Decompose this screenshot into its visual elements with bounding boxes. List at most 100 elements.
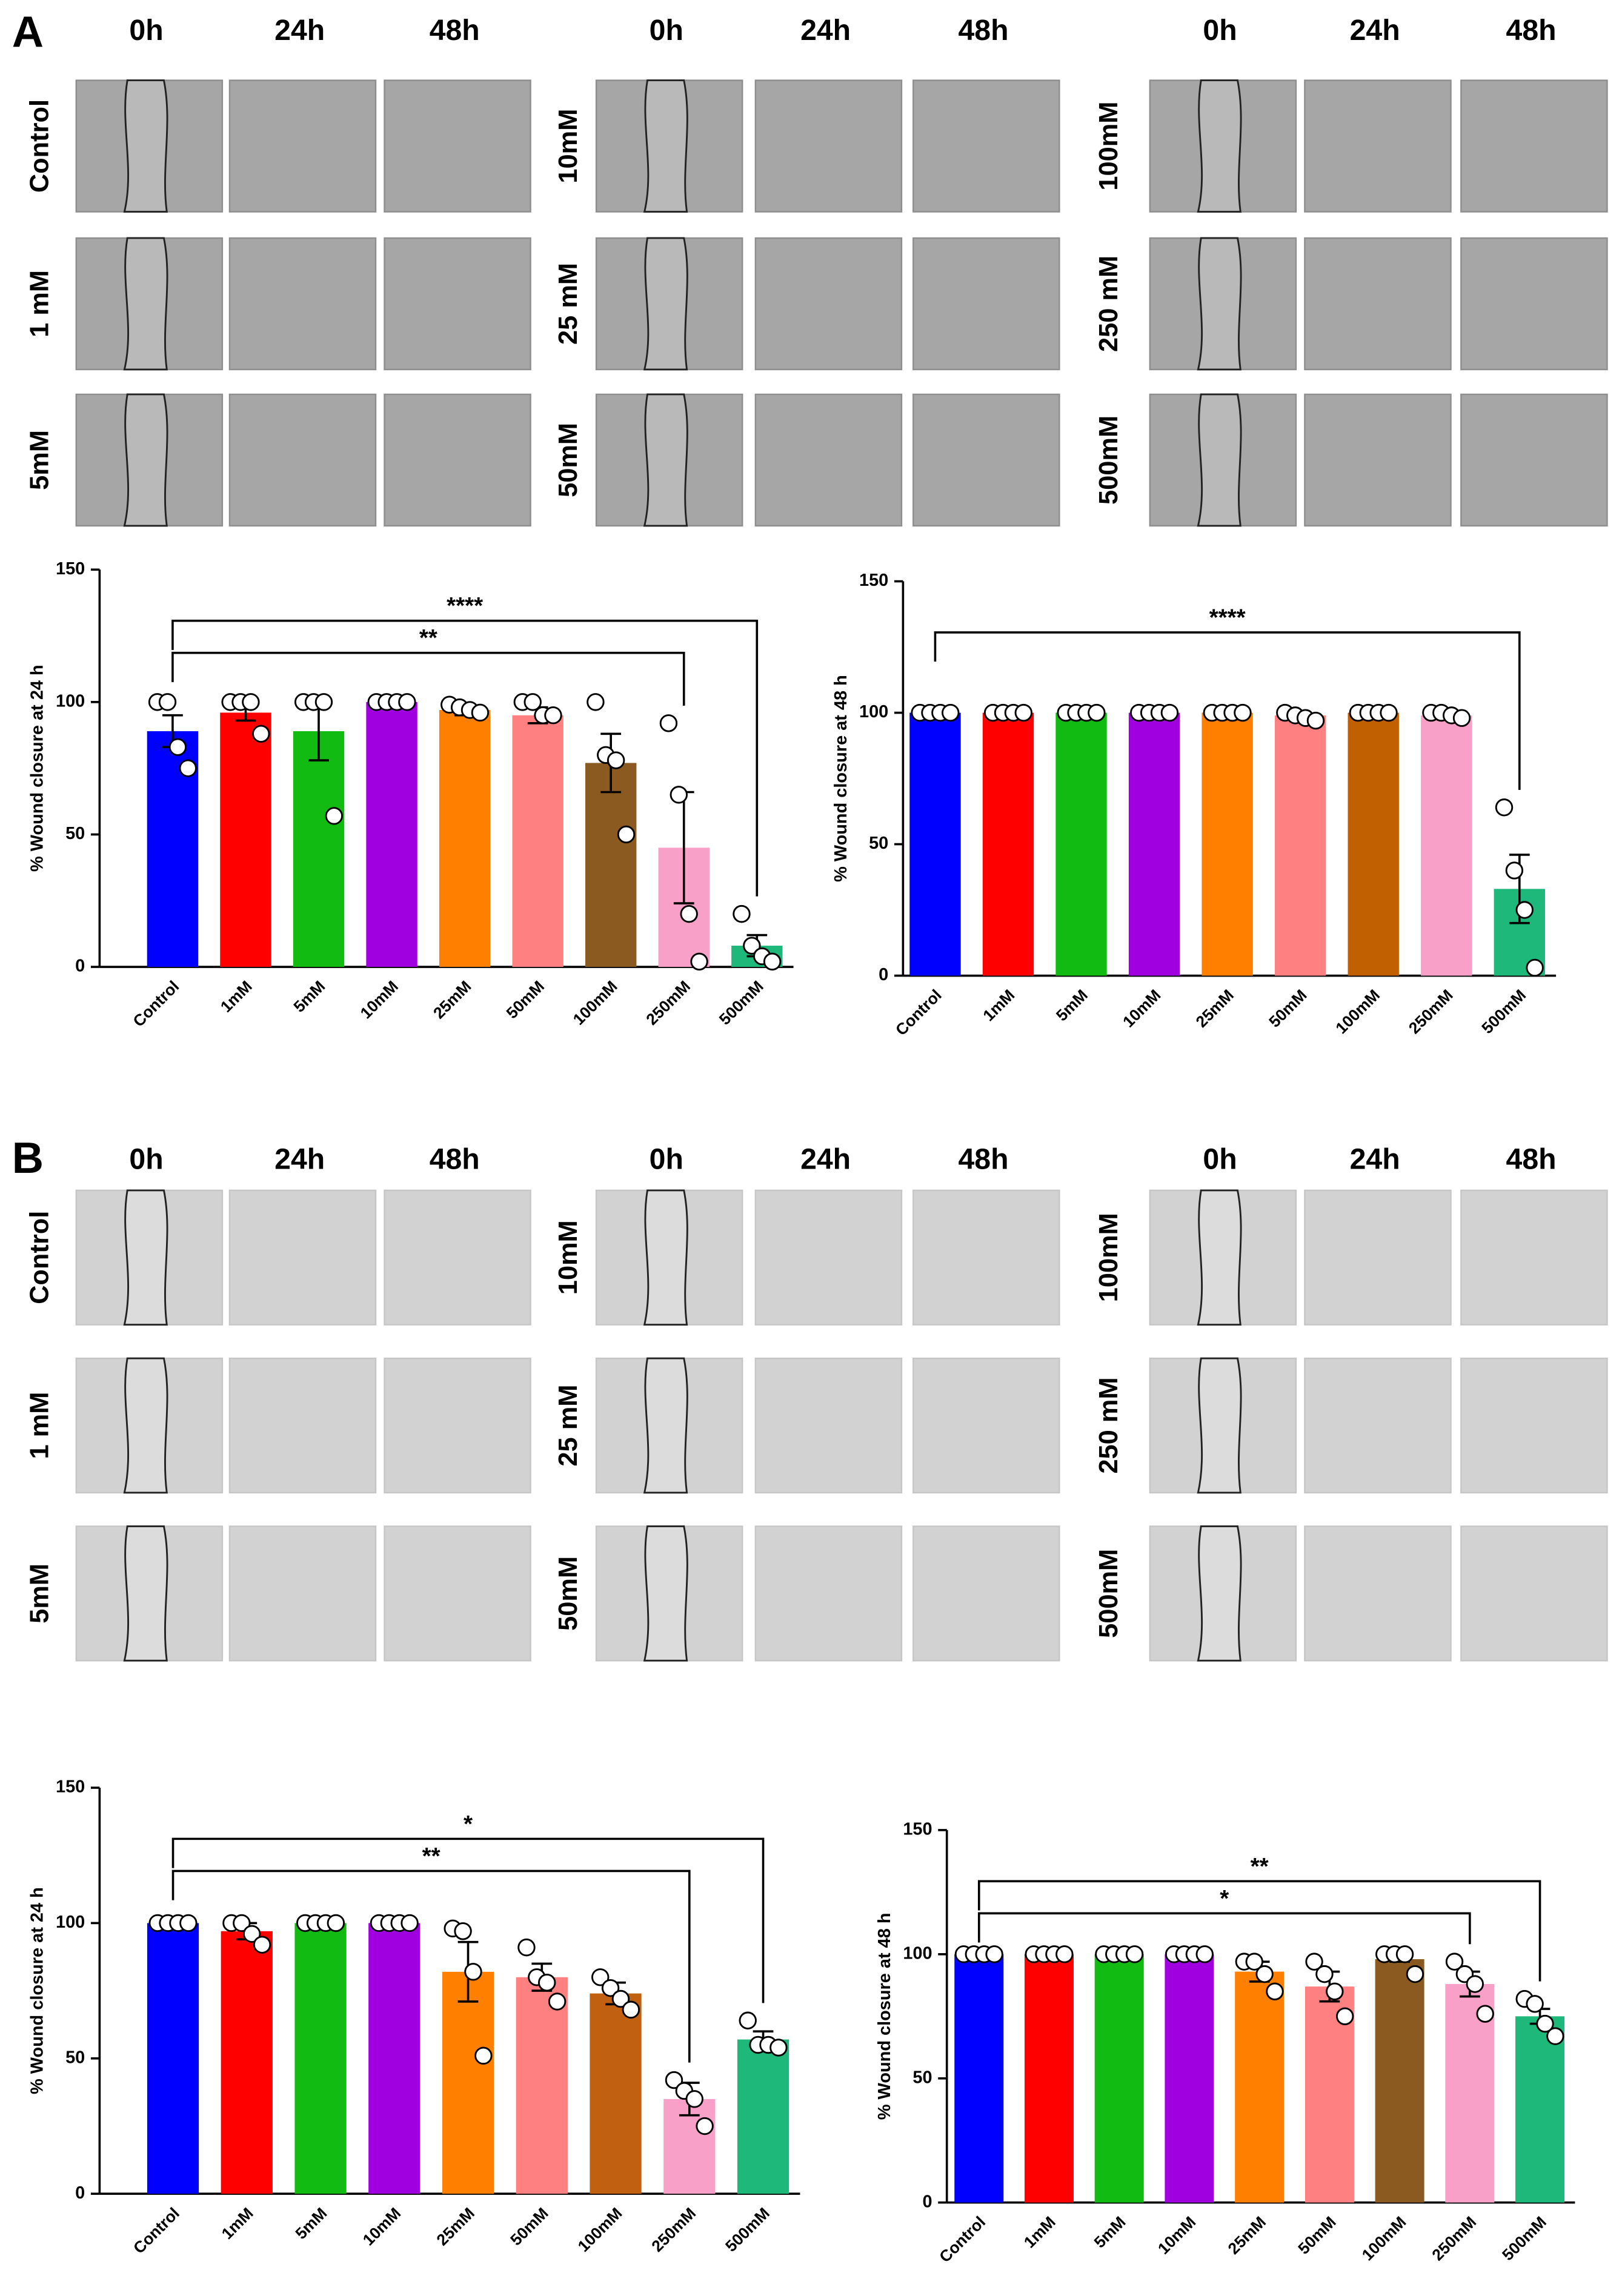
y-axis-label: % Wound closure at 24 h xyxy=(28,665,47,872)
row-label: 50mM xyxy=(554,1556,583,1631)
micrograph xyxy=(1460,393,1608,527)
micrograph xyxy=(228,1357,377,1494)
micrograph xyxy=(384,1357,531,1494)
micrograph xyxy=(1304,1525,1452,1662)
data-point xyxy=(1014,703,1032,722)
micrograph xyxy=(754,79,903,213)
bar-chart: 0 50 100 150 % Wound closure at 48 h Control 1… xyxy=(875,1820,1575,2266)
data-point xyxy=(670,786,688,804)
x-tick-label: 500mM xyxy=(1498,2213,1550,2264)
micrograph xyxy=(384,1525,531,1662)
x-tick-label: Control xyxy=(892,986,945,1039)
data-point xyxy=(1160,703,1179,722)
data-point xyxy=(769,2039,788,2057)
y-tick-label: 150 xyxy=(903,1820,932,1839)
row-label: 5mM xyxy=(25,430,54,490)
data-point xyxy=(1505,861,1524,880)
y-tick-label: 150 xyxy=(56,559,85,579)
bar xyxy=(1375,1959,1424,2203)
time-label: 48h xyxy=(430,1143,480,1175)
data-point xyxy=(538,1974,556,1992)
x-tick-label: 5mM xyxy=(292,2204,331,2243)
micrograph xyxy=(912,1189,1060,1326)
row-label: 25 mM xyxy=(554,263,583,345)
data-point xyxy=(179,759,197,777)
bar xyxy=(221,1931,273,2194)
time-label: 0h xyxy=(129,1143,163,1175)
data-point xyxy=(685,2090,703,2108)
wound-gap xyxy=(1197,1189,1242,1326)
data-point xyxy=(401,1914,419,1933)
micrograph xyxy=(754,237,903,371)
x-tick-label: 500mM xyxy=(716,977,767,1029)
data-point xyxy=(1195,1945,1214,1963)
data-point xyxy=(168,738,187,756)
x-tick-label: 500mM xyxy=(1478,986,1529,1037)
bar xyxy=(1348,712,1399,976)
significance-bracket xyxy=(934,631,1521,790)
data-point xyxy=(242,693,260,711)
x-tick-label: 500mM xyxy=(722,2204,773,2255)
y-tick-label: 50 xyxy=(65,2048,85,2067)
x-tick-label: 5mM xyxy=(1091,2213,1129,2252)
data-point xyxy=(314,693,333,711)
x-tick-label: 25mM xyxy=(430,977,474,1022)
bar xyxy=(1235,1971,1285,2203)
micrograph xyxy=(228,237,377,371)
data-point xyxy=(1495,798,1514,817)
data-point xyxy=(1526,958,1544,977)
data-point xyxy=(179,1914,198,1933)
wound-gap xyxy=(123,1357,168,1494)
significance-label: * xyxy=(1220,1886,1229,1912)
y-tick-label: 50 xyxy=(869,834,888,853)
x-tick-label: 25mM xyxy=(1192,986,1237,1030)
x-tick-label: 5mM xyxy=(1052,986,1091,1024)
time-label: 24h xyxy=(1350,14,1400,47)
bar xyxy=(982,712,1034,976)
bar xyxy=(220,712,271,967)
time-label: 48h xyxy=(958,1143,1008,1175)
bar-chart: 0 50 100 150 % Wound closure at 48 h Control 1… xyxy=(831,571,1557,1039)
bar xyxy=(909,712,961,976)
row-label: 100mM xyxy=(1094,102,1123,191)
data-point xyxy=(985,1945,1003,1963)
micrograph xyxy=(912,393,1060,527)
time-label: 24h xyxy=(1350,1143,1400,1175)
micrograph xyxy=(754,1525,903,1662)
bar xyxy=(1055,712,1107,976)
wound-gap xyxy=(123,393,168,527)
x-tick-label: 50mM xyxy=(507,2204,551,2249)
panel-label: B xyxy=(12,1134,44,1183)
bar xyxy=(1274,715,1326,976)
data-point xyxy=(1536,2014,1554,2033)
x-tick-label: 250mM xyxy=(1405,986,1457,1037)
micrograph xyxy=(912,79,1060,213)
wound-gap xyxy=(643,237,688,371)
row-label: 250 mM xyxy=(1094,1378,1123,1474)
data-point xyxy=(607,751,625,769)
micrograph xyxy=(754,1357,903,1494)
x-tick-label: 1mM xyxy=(979,986,1018,1024)
wound-gap xyxy=(643,1189,688,1326)
micrograph xyxy=(228,393,377,527)
bar xyxy=(1515,2016,1565,2203)
data-point xyxy=(1088,703,1106,722)
time-label: 24h xyxy=(800,1143,851,1175)
x-tick-label: 100mM xyxy=(1358,2213,1410,2264)
x-tick-label: 100mM xyxy=(1332,986,1383,1037)
data-point xyxy=(1055,1945,1074,1963)
significance-bracket xyxy=(977,1912,1471,1945)
x-tick-label: 25mM xyxy=(433,2204,478,2249)
data-point xyxy=(763,952,782,971)
row-label: 1 mM xyxy=(25,270,54,337)
micrograph xyxy=(384,393,531,527)
data-point xyxy=(659,714,678,732)
bar xyxy=(1421,715,1472,976)
data-point xyxy=(1335,2007,1354,2026)
data-point xyxy=(622,2000,640,2019)
wound-gap xyxy=(643,1525,688,1662)
data-point xyxy=(325,807,344,825)
micrograph xyxy=(228,1525,377,1662)
x-tick-label: 1mM xyxy=(1020,2213,1059,2252)
bar xyxy=(1165,1954,1214,2203)
